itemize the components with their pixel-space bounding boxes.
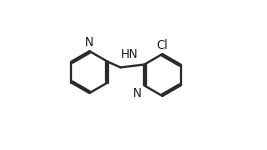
Text: N: N <box>85 36 94 49</box>
Text: N: N <box>133 87 142 100</box>
Text: Cl: Cl <box>156 39 168 52</box>
Text: HN: HN <box>121 48 139 61</box>
